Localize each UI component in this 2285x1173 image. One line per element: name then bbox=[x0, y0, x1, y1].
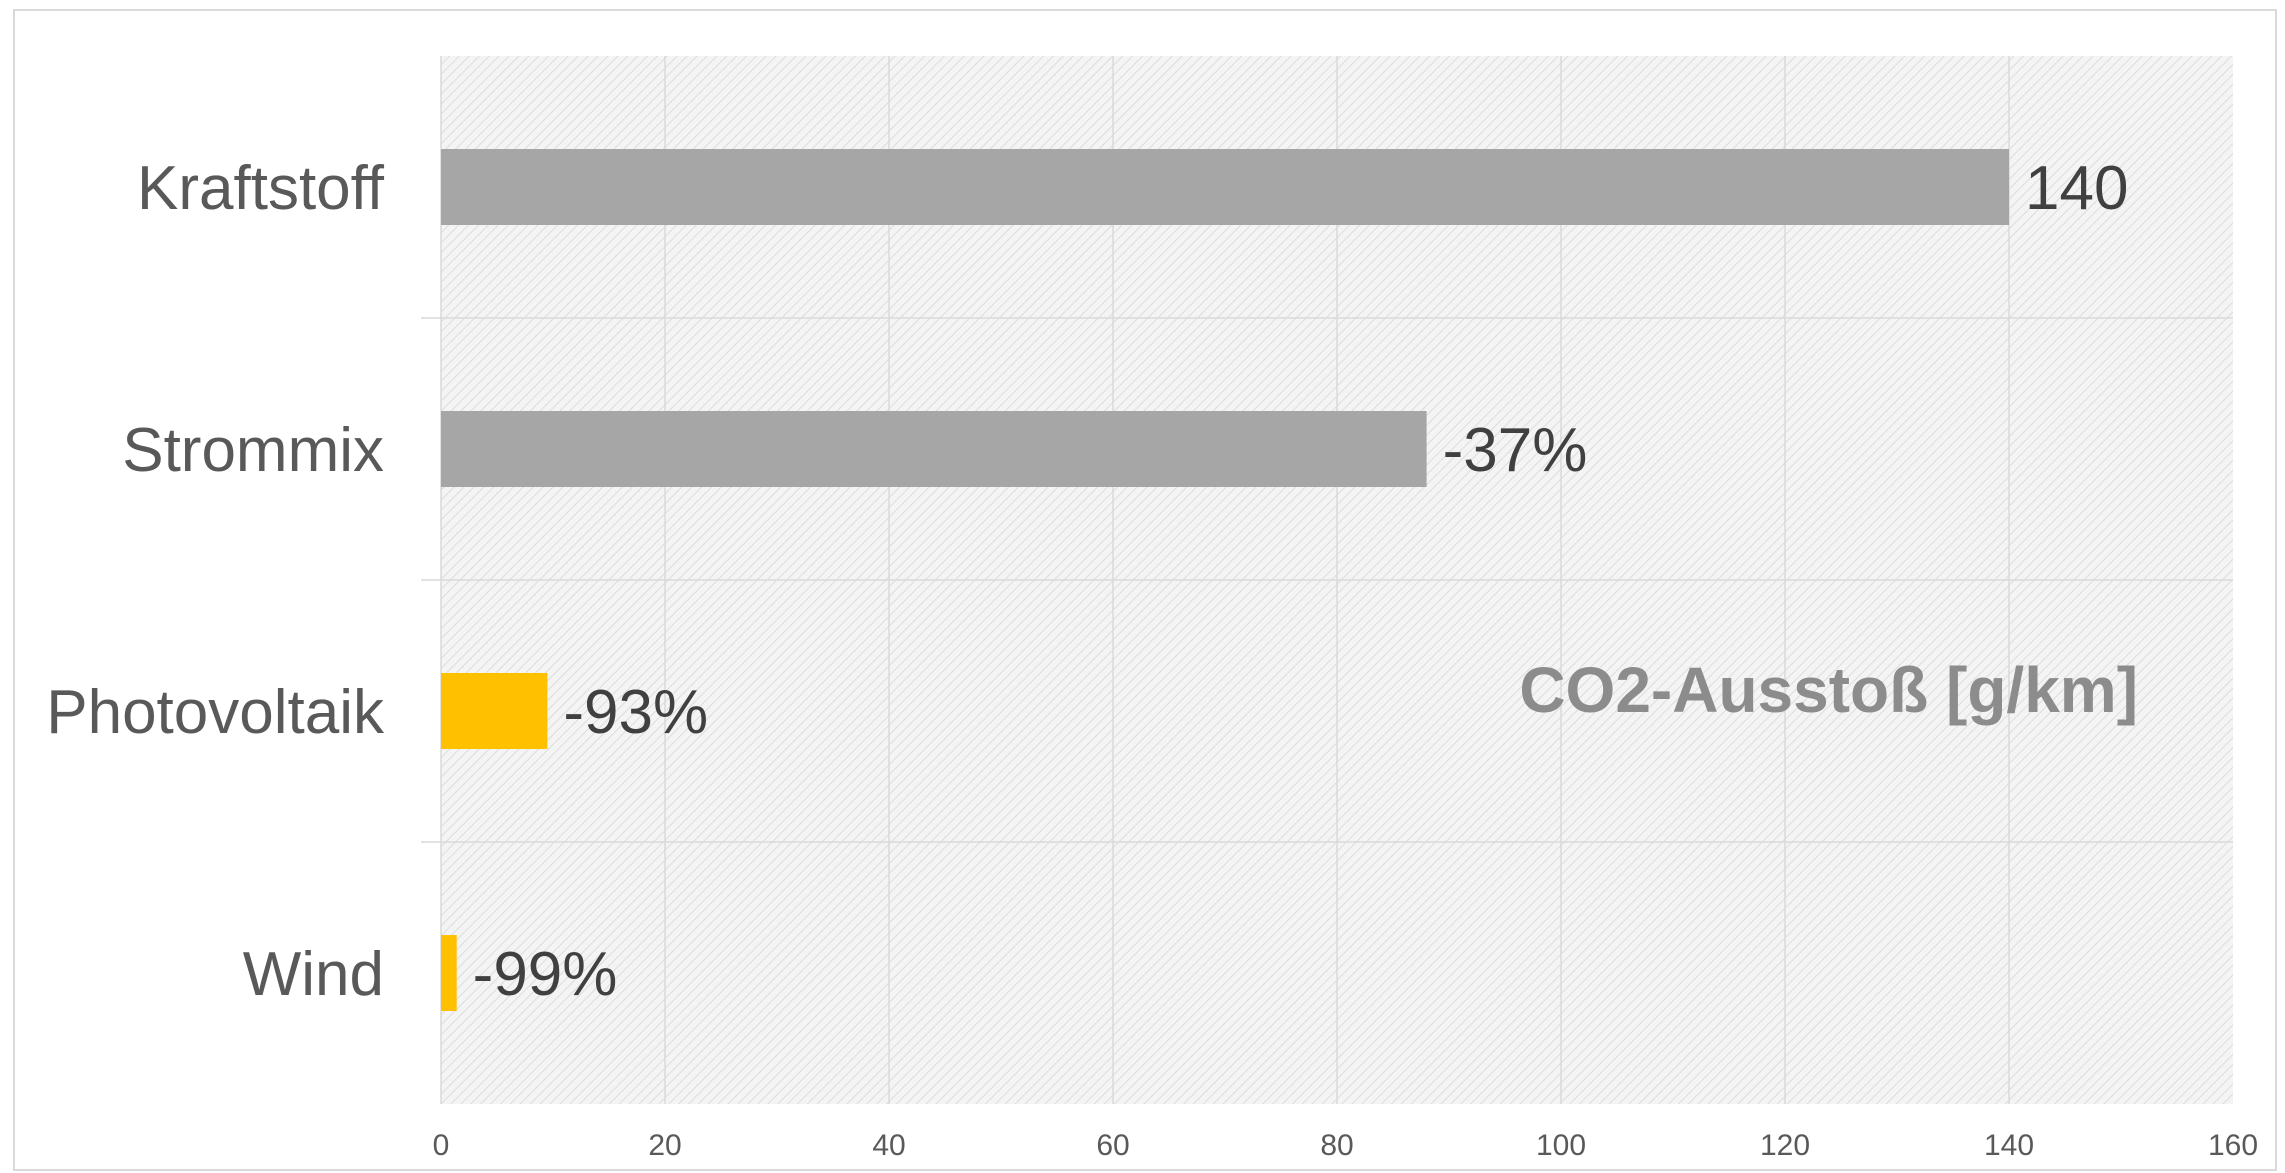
x-tick-label: 60 bbox=[1096, 1129, 1129, 1162]
data-label: 140 bbox=[2025, 154, 2128, 223]
bar-photovoltaik bbox=[441, 673, 548, 749]
data-label: -99% bbox=[473, 940, 618, 1009]
x-tick-label: 100 bbox=[1536, 1129, 1586, 1162]
bar-wind bbox=[441, 935, 457, 1011]
x-tick-label: 0 bbox=[433, 1129, 450, 1162]
category-labels: Kraftstoff Strommix Photovoltaik Wind bbox=[46, 154, 385, 1009]
category-label: Strommix bbox=[122, 416, 384, 485]
x-tick-label: 160 bbox=[2208, 1129, 2258, 1162]
category-label: Kraftstoff bbox=[137, 154, 385, 223]
bars bbox=[441, 149, 2009, 1011]
x-tick-label: 20 bbox=[648, 1129, 681, 1162]
x-axis-ticks: 0 20 40 60 80 100 120 140 160 bbox=[433, 1129, 2258, 1162]
x-tick-label: 140 bbox=[1984, 1129, 2034, 1162]
data-labels: 140 -37% -93% -99% bbox=[473, 154, 2129, 1009]
gridlines bbox=[421, 56, 2233, 1104]
bar-kraftstoff bbox=[441, 149, 2009, 225]
category-label: Photovoltaik bbox=[46, 678, 385, 747]
x-tick-label: 120 bbox=[1760, 1129, 1810, 1162]
category-label: Wind bbox=[243, 940, 384, 1009]
data-label: -37% bbox=[1443, 416, 1588, 485]
bar-strommix bbox=[441, 411, 1427, 487]
outer-border bbox=[13, 9, 2277, 1171]
data-label: -93% bbox=[563, 678, 708, 747]
x-tick-label: 80 bbox=[1320, 1129, 1353, 1162]
x-tick-label: 40 bbox=[872, 1129, 905, 1162]
chart-title: CO2-Ausstoß [g/km] bbox=[1519, 654, 2138, 726]
